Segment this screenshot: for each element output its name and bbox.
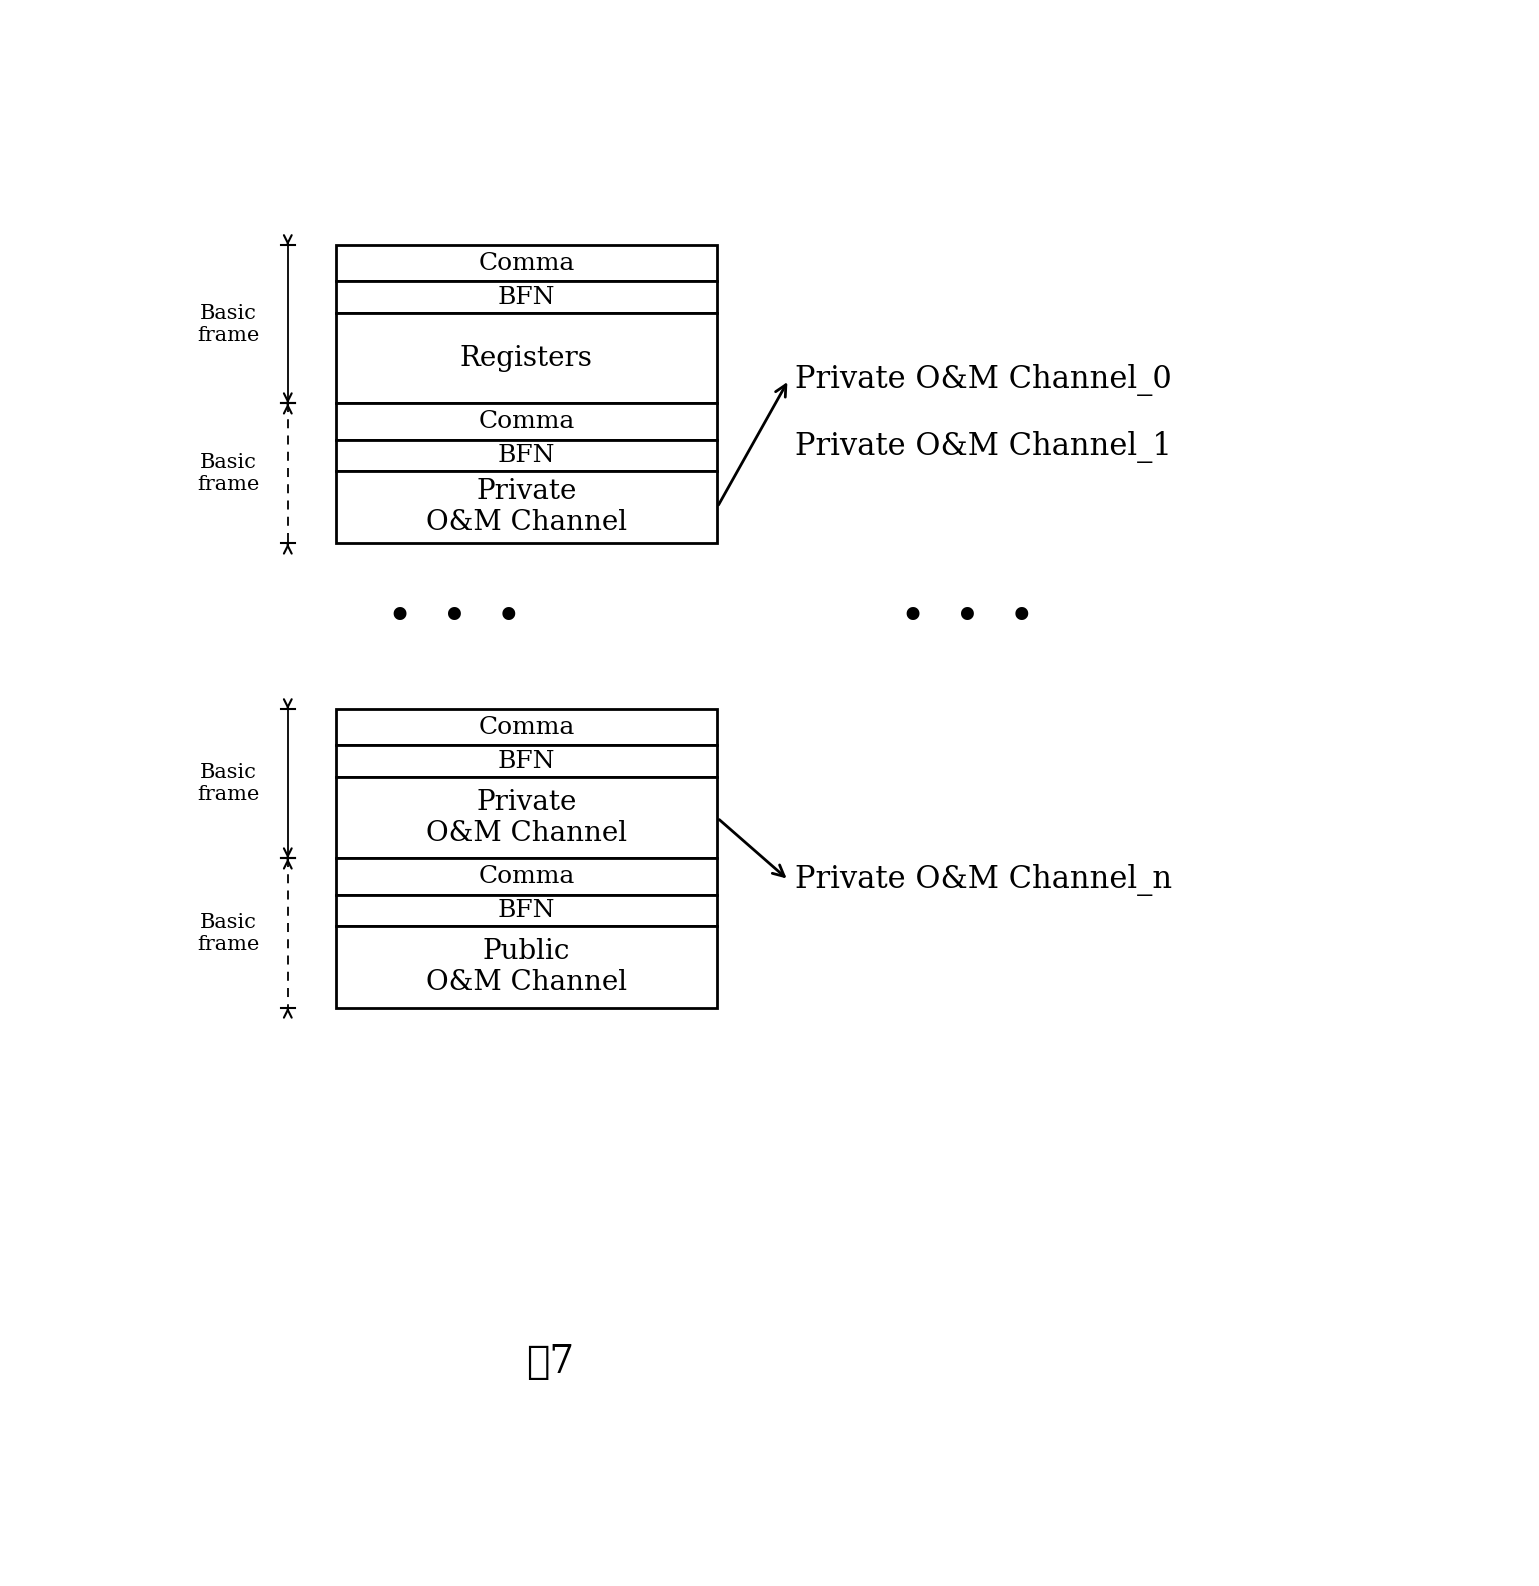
Text: Basic
frame: Basic frame (197, 912, 260, 953)
Text: BFN: BFN (497, 750, 556, 772)
Bar (336, 745, 717, 777)
Text: •  •  •: • • • (900, 596, 1036, 639)
Bar (336, 777, 717, 858)
Text: Comma: Comma (479, 252, 574, 274)
Text: 图7: 图7 (526, 1345, 574, 1381)
Text: Comma: Comma (479, 715, 574, 739)
Bar (336, 709, 717, 745)
Bar (336, 471, 717, 544)
Text: Comma: Comma (479, 411, 574, 433)
Text: Private O&M Channel_1: Private O&M Channel_1 (794, 431, 1171, 463)
Bar (336, 926, 717, 1007)
Text: Private
O&M Channel: Private O&M Channel (426, 479, 626, 536)
Bar (336, 403, 717, 439)
Text: Basic
frame: Basic frame (197, 763, 260, 804)
Text: BFN: BFN (497, 899, 556, 921)
Bar (336, 281, 717, 312)
Bar (336, 246, 717, 281)
Bar (336, 895, 717, 926)
Text: Comma: Comma (479, 864, 574, 888)
Bar (336, 858, 717, 895)
Text: Private O&M Channel_n: Private O&M Channel_n (794, 864, 1171, 896)
Text: Registers: Registers (460, 344, 593, 371)
Text: •  •  •: • • • (388, 596, 522, 639)
Text: BFN: BFN (497, 444, 556, 466)
Bar (336, 439, 717, 471)
Text: Private O&M Channel_0: Private O&M Channel_0 (794, 363, 1171, 395)
Bar (336, 312, 717, 403)
Text: Public
O&M Channel: Public O&M Channel (426, 937, 626, 996)
Text: Basic
frame: Basic frame (197, 305, 260, 344)
Text: BFN: BFN (497, 285, 556, 309)
Text: Private
O&M Channel: Private O&M Channel (426, 788, 626, 847)
Text: Basic
frame: Basic frame (197, 454, 260, 493)
